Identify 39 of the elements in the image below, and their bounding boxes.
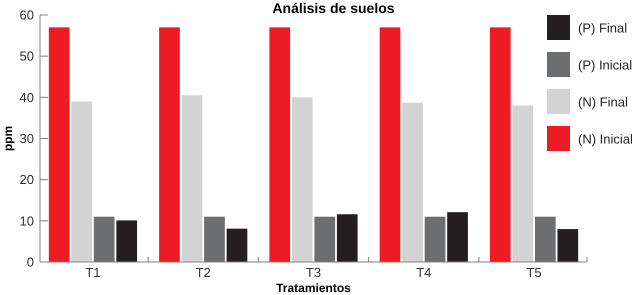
bar: [380, 27, 400, 262]
bar: [336, 214, 358, 262]
bar: [48, 27, 70, 262]
y-tick-label: 50: [20, 48, 34, 64]
bar: [447, 212, 468, 262]
bar: [557, 229, 578, 262]
bar: [402, 102, 423, 262]
bar: [490, 27, 511, 262]
bar: [94, 216, 115, 262]
x-tick-label: T2: [196, 265, 211, 280]
bar: [292, 97, 313, 262]
chart-title: Análisis de suelos: [272, 0, 395, 16]
bar: [116, 220, 138, 262]
y-tick-label: 10: [20, 213, 34, 228]
x-tick-label: T1: [85, 265, 101, 280]
bar: [314, 216, 336, 262]
bar: [182, 95, 202, 262]
x-tick-label: T3: [306, 265, 322, 280]
legend-label: (P) Final: [578, 20, 628, 36]
bar: [71, 101, 92, 262]
y-tick-label: 0: [26, 254, 34, 270]
legend-label: (N) Inicial: [578, 132, 634, 147]
y-tick-label: 30: [20, 131, 34, 146]
bar: [534, 216, 556, 262]
x-axis-title: Tratamientos: [276, 281, 352, 295]
bar: [226, 228, 248, 262]
y-axis-title: ppm: [1, 126, 15, 152]
y-tick-label: 40: [20, 90, 34, 105]
bar: [204, 216, 225, 262]
y-tick-label: 20: [20, 172, 34, 188]
bar: [512, 106, 534, 262]
legend-label: (P) Inicial: [578, 58, 632, 73]
legend-label: (N) Final: [578, 94, 628, 110]
bar: [269, 27, 290, 262]
x-tick-label: T4: [416, 265, 432, 280]
bar: [424, 216, 446, 262]
x-tick-label: T5: [526, 265, 542, 280]
bar: [159, 27, 180, 262]
y-tick-label: 60: [20, 8, 34, 23]
